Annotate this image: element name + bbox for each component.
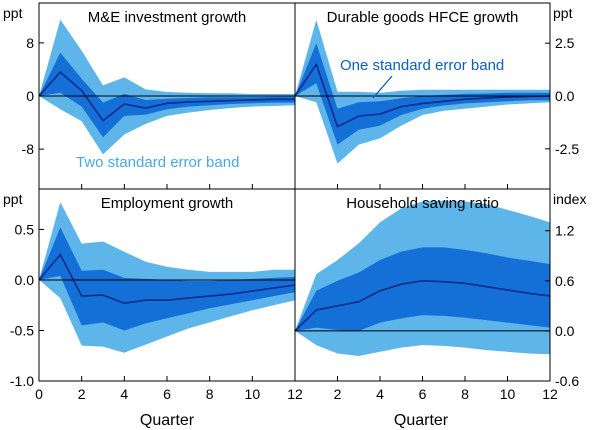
- unit-label-2: ppt: [553, 5, 573, 21]
- y-tick-label-2-1: 0.0: [555, 88, 575, 104]
- panel-title-1: M&E investment growth: [88, 9, 246, 26]
- panel-title-4: Household saving ratio: [346, 195, 499, 212]
- y-tick-label-2-2: -2.5: [555, 141, 579, 157]
- x-tick-label-0-1: 2: [78, 386, 86, 402]
- x-tick-label-0-4: 8: [206, 386, 214, 402]
- y-tick-label-4-0: 1.2: [555, 223, 575, 239]
- panel-2-plot: [295, 19, 550, 164]
- y-tick-label-3-1: 0.0: [15, 272, 35, 288]
- one-se-band-1: [39, 52, 295, 138]
- unit-label-3: ppt: [3, 191, 23, 207]
- y-tick-label-4-1: 0.6: [555, 273, 575, 289]
- y-tick-label-1-1: 0: [26, 88, 34, 104]
- x-tick-label-1-3: 6: [419, 386, 427, 402]
- median-line-4: [295, 279, 550, 332]
- x-tick-label-1-6: 12: [542, 386, 558, 402]
- one-se-band-4: [295, 247, 550, 331]
- x-axis-label-right: Quarter: [394, 412, 449, 429]
- two-se-band-label: Two standard error band: [76, 154, 239, 171]
- one-se-band-2: [295, 43, 550, 145]
- x-tick-label-0-3: 6: [163, 386, 171, 402]
- bands-layer: [39, 19, 550, 356]
- y-tick-label-2-0: 2.5: [555, 35, 575, 51]
- frame-layer: [38, 2, 551, 382]
- panel-1-plot: [39, 19, 295, 155]
- x-axis-label-left: Quarter: [140, 412, 195, 429]
- median-line-3: [39, 253, 295, 305]
- x-tick-label-0-5: 10: [245, 386, 261, 402]
- two-se-band-2: [295, 19, 550, 164]
- x-tick-label-1-5: 10: [500, 386, 516, 402]
- y-tick-label-3-0: 0.5: [15, 221, 35, 237]
- y-tick-label-1-2: -8: [22, 141, 35, 157]
- panel-3-plot: [39, 202, 295, 353]
- panel-title-3: Employment growth: [101, 195, 234, 212]
- median-line-1: [39, 70, 295, 122]
- y-tick-label-3-2: -0.5: [10, 322, 34, 338]
- panel-title-2: Durable goods HFCE growth: [327, 9, 519, 26]
- y-tick-label-1-0: 8: [26, 35, 34, 51]
- one-se-band-arrow: [372, 75, 393, 99]
- x-tick-label-1-4: 8: [461, 386, 469, 402]
- x-tick-label-0-2: 4: [120, 386, 128, 402]
- one-se-band-3: [39, 227, 295, 331]
- panel-4-plot: [295, 200, 550, 356]
- y-tick-label-4-2: 0.0: [555, 323, 575, 339]
- unit-label-1: ppt: [3, 5, 23, 21]
- y-tick-label-4-3: -0.6: [555, 373, 579, 389]
- x-tick-label-1-2: 4: [376, 386, 384, 402]
- one-se-band-label: One standard error band: [340, 57, 504, 74]
- x-tick-label-0-0: 0: [35, 386, 43, 402]
- text-layer: Two standard error band One standard err…: [3, 5, 586, 429]
- median-line-2: [295, 62, 550, 128]
- x-tick-label-0-6: 12: [287, 386, 303, 402]
- unit-label-4: index: [553, 191, 586, 207]
- y-tick-label-3-3: -1.0: [10, 373, 34, 389]
- x-tick-label-1-1: 2: [334, 386, 342, 402]
